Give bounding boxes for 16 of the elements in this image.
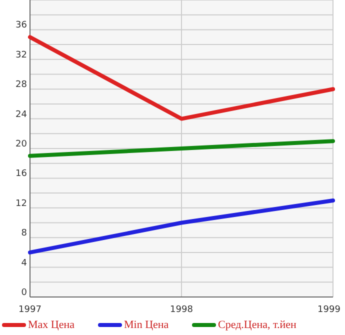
y-tick-label: 0 [21,288,28,298]
y-tick-label: 20 [16,140,28,150]
legend-label: Min Цена [124,319,169,331]
y-tick-label: 4 [21,258,28,268]
y-tick-label: 12 [16,198,27,209]
x-tick-label: 1998 [170,305,194,315]
y-tick-label: 36 [16,20,28,31]
y-tick-label: 32 [16,50,27,60]
y-tick-label: 8 [21,228,28,239]
y-tick-label: 24 [16,110,28,120]
legend-label: Max Цена [28,319,75,331]
y-tick-label: 28 [16,80,28,90]
legend-label: Сред.Цена, т.йен [218,319,297,331]
y-tick-label: 16 [16,169,28,180]
x-tick-label: 1997 [18,305,42,315]
x-tick-label: 1999 [318,305,341,315]
